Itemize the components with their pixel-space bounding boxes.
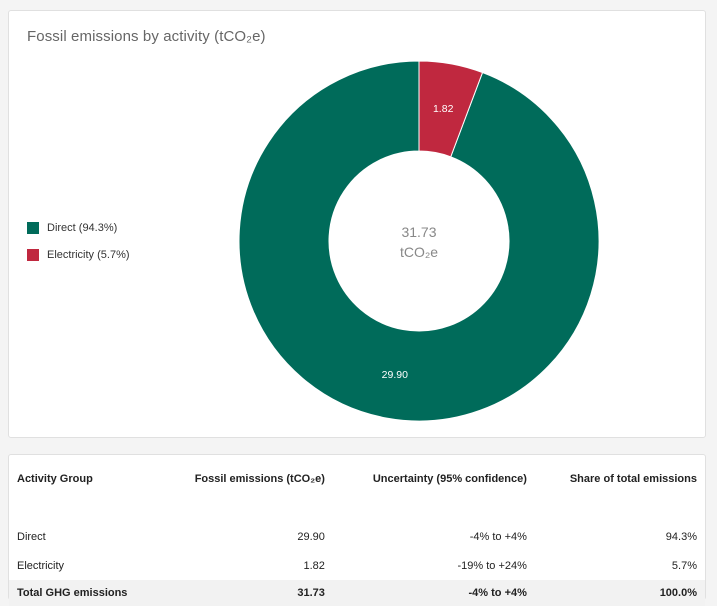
- cell-emissions: 29.90: [297, 530, 325, 543]
- chart-card: Fossil emissions by activity (tCO₂e) Dir…: [8, 10, 706, 438]
- center-total-unit: tCO₂e: [400, 244, 438, 260]
- center-total-value: 31.73: [401, 224, 436, 240]
- legend-item-electricity[interactable]: Electricity (5.7%): [27, 248, 130, 262]
- cell-uncertainty: -19% to +24%: [457, 559, 527, 572]
- slice-label-electricity: 1.82: [433, 103, 454, 115]
- emissions-table-card: Activity Group Fossil emissions (tCO₂e) …: [8, 454, 706, 606]
- cell-activity: Electricity: [17, 559, 65, 572]
- table-header-row: Activity Group Fossil emissions (tCO₂e) …: [9, 465, 705, 493]
- chart-title: Fossil emissions by activity (tCO₂e): [27, 28, 266, 45]
- donut-slice-electricity[interactable]: [418, 60, 484, 158]
- table-total-row: Total GHG emissions 31.73 -4% to +4% 100…: [9, 580, 705, 606]
- header-share: Share of total emissions: [569, 473, 697, 485]
- donut-slice-direct[interactable]: [238, 60, 600, 422]
- cell-uncertainty: -4% to +4%: [469, 530, 527, 543]
- donut-chart: 29.90 1.82 31.73 tCO₂e: [238, 60, 600, 422]
- header-uncertainty: Uncertainty (95% confidence): [372, 473, 527, 485]
- emissions-table: Activity Group Fossil emissions (tCO₂e) …: [9, 465, 705, 606]
- cell-share: 94.3%: [665, 530, 697, 543]
- cell-activity: Direct: [17, 530, 46, 543]
- cell-total-emissions: 31.73: [159, 580, 333, 606]
- cell-share: 5.7%: [671, 559, 697, 572]
- legend-swatch-electricity: [27, 249, 39, 261]
- cell-total-uncertainty: -4% to +4%: [332, 580, 535, 606]
- table-row: Direct 29.90 -4% to +4% 94.3%: [9, 522, 705, 551]
- table-spacer: [9, 493, 705, 522]
- cell-emissions: 1.82: [303, 559, 325, 572]
- legend-swatch-direct: [27, 222, 39, 234]
- slice-label-direct: 29.90: [382, 369, 408, 381]
- donut-slices: [238, 60, 600, 422]
- chart-legend: Direct (94.3%) Electricity (5.7%): [27, 221, 130, 275]
- legend-item-direct[interactable]: Direct (94.3%): [27, 221, 130, 235]
- legend-label-direct: Direct (94.3%): [47, 222, 118, 234]
- cell-total-share: 100.0%: [534, 580, 705, 606]
- cell-total-label: Total GHG emissions: [9, 580, 160, 606]
- donut-slice-labels: 29.90 1.82: [382, 103, 454, 381]
- header-activity-group: Activity Group: [17, 473, 93, 485]
- legend-label-electricity: Electricity (5.7%): [47, 249, 130, 261]
- table-row: Electricity 1.82 -19% to +24% 5.7%: [9, 551, 705, 580]
- header-fossil-emissions: Fossil emissions (tCO₂e): [194, 473, 325, 485]
